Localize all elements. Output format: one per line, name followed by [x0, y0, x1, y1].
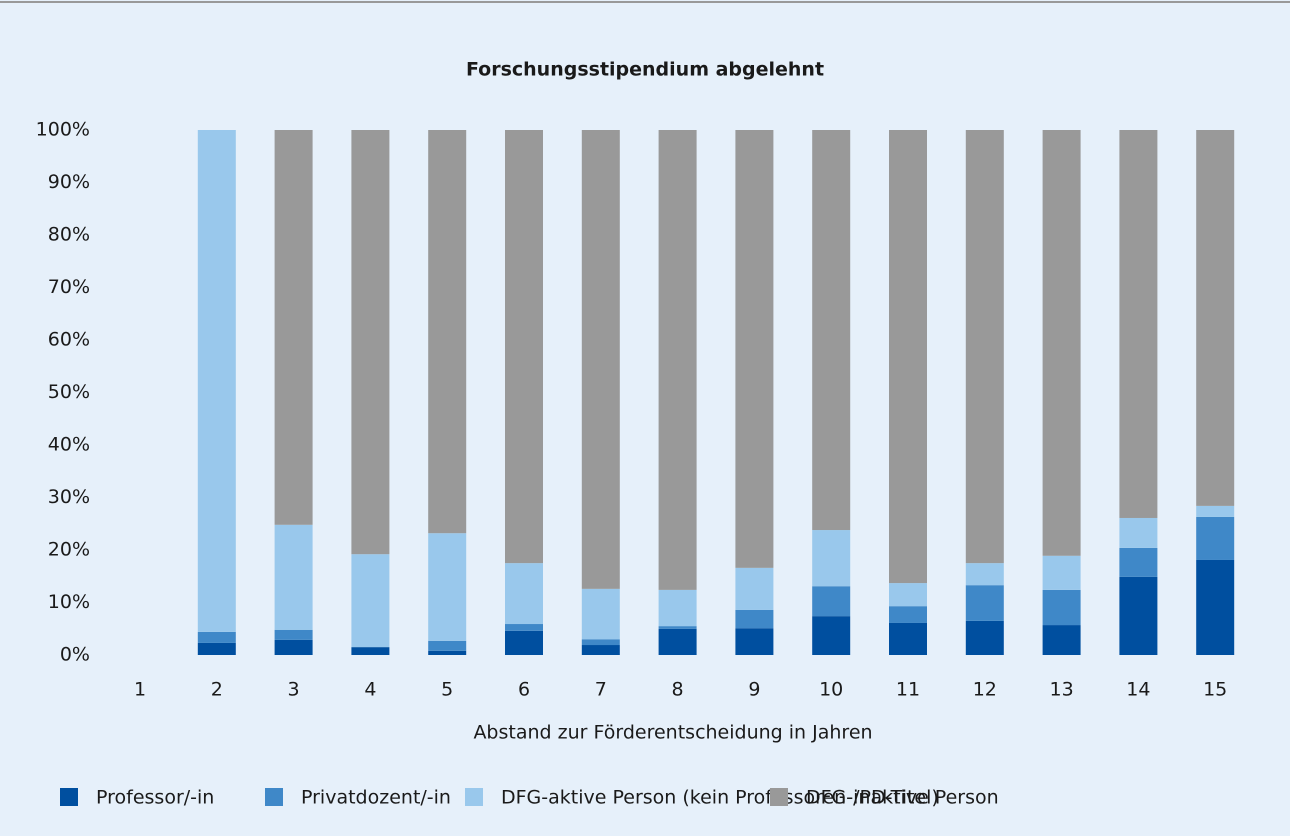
- legend-swatch: [265, 788, 283, 806]
- legend-label: Professor/-in: [96, 787, 214, 809]
- x-axis-label: Abstand zur Förderentscheidung in Jahren: [473, 722, 872, 744]
- legend-swatch: [60, 788, 78, 806]
- bar-segment: [1119, 517, 1158, 548]
- bar-segment: [1196, 505, 1235, 517]
- bar-segment: [889, 606, 927, 623]
- bar-segment: [889, 583, 927, 607]
- x-tick-label: 10: [819, 679, 843, 701]
- x-tick-label: 7: [595, 679, 607, 701]
- bar-segment: [505, 624, 543, 631]
- x-tick-label: 3: [288, 679, 300, 701]
- bar-segment: [1196, 130, 1235, 506]
- bar-segment: [812, 586, 851, 617]
- bar-segment: [965, 563, 1004, 586]
- bar-segment: [735, 567, 774, 610]
- x-tick-label: 2: [211, 679, 223, 701]
- bar-segment: [274, 639, 313, 655]
- x-tick-label: 8: [672, 679, 684, 701]
- bar-segment: [197, 642, 236, 655]
- bar-segment: [965, 585, 1004, 621]
- legend-swatch: [770, 788, 788, 806]
- bar-segment: [428, 640, 467, 651]
- bar-segment: [1042, 589, 1081, 626]
- bar-segment: [505, 130, 543, 564]
- bar-segment: [505, 563, 543, 625]
- bar-segment: [812, 130, 851, 531]
- bar-segment: [197, 631, 236, 643]
- y-tick-label: 90%: [48, 171, 90, 193]
- bar-segment: [274, 524, 313, 630]
- x-tick-label: 15: [1203, 679, 1227, 701]
- bar-segment: [735, 628, 774, 655]
- x-tick-label: 13: [1050, 679, 1074, 701]
- bar-segment: [1042, 555, 1081, 590]
- y-tick-label: 60%: [48, 329, 90, 351]
- x-tick-label: 6: [518, 679, 530, 701]
- bar-segment: [351, 647, 390, 655]
- x-tick-label: 1: [134, 679, 146, 701]
- bar-segment: [658, 130, 697, 590]
- y-tick-label: 40%: [48, 434, 90, 456]
- bar-segment: [428, 650, 467, 655]
- bar-segment: [1042, 130, 1081, 556]
- bar-segment: [428, 533, 467, 641]
- bar-segment: [505, 630, 543, 655]
- x-tick-label: 12: [973, 679, 997, 701]
- bar-segment: [581, 639, 620, 646]
- bar-segment: [889, 622, 927, 655]
- x-tick-label: 9: [748, 679, 760, 701]
- bar-segment: [581, 588, 620, 640]
- bar-segment: [581, 130, 620, 589]
- bar-segment: [889, 130, 927, 584]
- chart-title: Forschungsstipendium abgelehnt: [466, 59, 824, 81]
- x-tick-label: 4: [364, 679, 376, 701]
- bar-segment: [658, 589, 697, 627]
- bar-segment: [812, 616, 851, 655]
- legend-label: DFG-aktive Person (kein Professoren-/PD-…: [501, 787, 939, 809]
- bar-segment: [735, 609, 774, 629]
- bar-segment: [274, 130, 313, 525]
- bar-segment: [1119, 547, 1158, 577]
- legend-label: DFG-inaktive Person: [806, 787, 999, 809]
- bar-segment: [197, 130, 236, 632]
- x-tick-label: 11: [896, 679, 920, 701]
- bar-segment: [1196, 516, 1235, 560]
- bar-segment: [351, 554, 390, 648]
- y-tick-label: 10%: [48, 591, 90, 613]
- bar-segment: [1119, 576, 1158, 655]
- bar-segment: [351, 130, 390, 555]
- bar-segment: [1196, 559, 1235, 655]
- y-tick-label: 0%: [60, 644, 90, 666]
- legend-label: Privatdozent/-in: [301, 787, 451, 809]
- bar-segment: [658, 628, 697, 655]
- bar-segment: [735, 130, 774, 568]
- y-tick-label: 30%: [48, 486, 90, 508]
- bar-segment: [1042, 625, 1081, 655]
- bar-segment: [812, 530, 851, 587]
- x-tick-label: 14: [1126, 679, 1150, 701]
- bar-segment: [1119, 130, 1158, 518]
- bar-segment: [965, 620, 1004, 655]
- bar-segment: [274, 629, 313, 640]
- y-tick-label: 80%: [48, 224, 90, 246]
- bar-segment: [581, 645, 620, 655]
- bar-segment: [428, 130, 467, 534]
- y-tick-label: 100%: [36, 119, 90, 141]
- bar-segment: [965, 130, 1004, 564]
- bar-segment: [658, 626, 697, 629]
- x-tick-label: 5: [441, 679, 453, 701]
- legend-swatch: [465, 788, 483, 806]
- y-tick-label: 70%: [48, 276, 90, 298]
- y-tick-label: 50%: [48, 381, 90, 403]
- y-tick-label: 20%: [48, 539, 90, 561]
